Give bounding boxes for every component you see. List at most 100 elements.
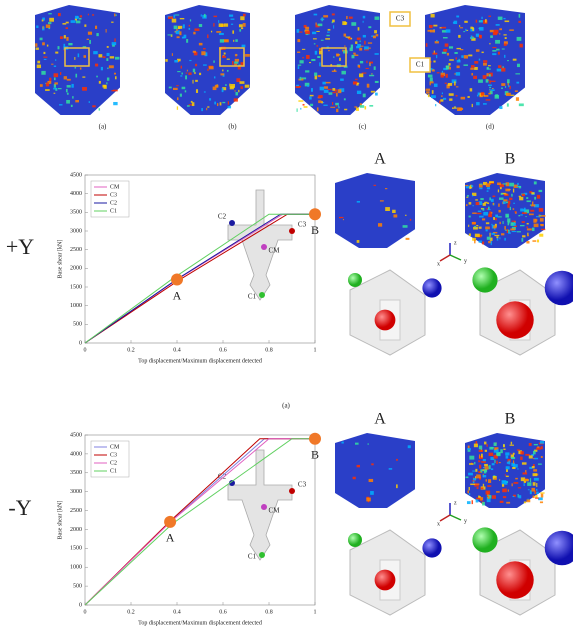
fem-speck [467,96,469,98]
fem-speck [522,221,525,223]
fem-speck [468,450,471,452]
fem-speck [187,105,190,107]
fem-speck [37,65,41,69]
x-axis-title: Top displacement/Maximum displacement de… [138,620,262,626]
fem-speck [317,56,320,58]
fem-speck [494,235,499,236]
plan-point [261,244,267,250]
fem-speck [222,70,223,72]
fem-speck [484,95,488,97]
fem-speck [327,32,330,33]
fem-speck [530,210,534,212]
fem-speck [498,216,502,217]
fem-speck [508,201,510,205]
fem-speck [516,97,519,101]
fem-speck [465,29,466,31]
fem-speck [339,217,343,218]
x-axis-title: Top displacement/Maximum displacement de… [138,358,262,364]
legend-label: C1 [110,208,117,214]
fem-speck [535,495,537,498]
x-tick-label: 0.6 [219,347,227,353]
fem-speck [332,102,333,105]
fem-speck [498,203,499,206]
x-tick-label: 0 [84,609,87,615]
fem-speck [178,27,180,29]
x-tick-label: 1 [314,347,317,353]
fem-speck [530,204,531,205]
fem-speck [323,102,324,103]
fem-speck [89,40,91,44]
fem-speck [540,501,543,503]
fem-speck [503,18,505,19]
fem-image [295,5,380,115]
fem-speck [501,193,503,195]
axis-label: z [454,240,457,246]
fem-speck [359,73,363,77]
fem-speck [437,72,440,73]
fem-speck [67,85,71,88]
fem-speck [68,43,72,45]
fem-speck [234,64,237,66]
fem-speck [476,49,480,51]
fem-speck [489,233,490,237]
fem-speck [214,76,215,78]
fem-speck [408,445,411,448]
fem-speck [344,34,347,37]
fem-speck [526,241,529,244]
fem-speck [517,449,520,450]
fem-speck [505,452,509,455]
fem-speck [486,491,491,495]
fem-speck [367,84,370,88]
fem-speck [470,68,474,70]
fem-speck [521,238,523,242]
fem-speck [505,189,509,192]
fem-speck [531,192,534,194]
fem-speck [220,73,224,75]
fem-speck [443,98,446,100]
fem-speck [503,34,506,35]
sphere [375,310,396,331]
fem-speck [168,34,173,35]
fem-speck [508,489,509,491]
y-tick-label: 4000 [70,191,82,197]
fem-speck [207,69,209,71]
axis-label: y [464,258,467,264]
fem-speck [483,75,487,79]
fem-speck [336,93,338,97]
fem-speck [389,468,393,470]
fem-speck [467,448,471,450]
fem-speck [518,487,521,488]
fem-speck [363,94,366,98]
fem-speck [79,18,82,19]
fem-speck [369,63,370,66]
fem-speck [532,240,536,242]
fem-speck [493,226,496,229]
x-tick-label: 0.6 [219,609,227,615]
fem-speck [430,78,433,82]
fem-speck [114,38,115,41]
fem-speck [332,20,335,23]
y-axis-title: Base shear [kN] [57,240,63,279]
fem-speck [48,22,51,24]
fem-speck [82,76,85,77]
fem-speck [520,44,523,48]
panel-title: B [505,411,516,428]
fem-speck [101,67,103,70]
fem-speck [307,85,309,86]
fem-speck [447,53,449,56]
fem-speck [196,89,198,93]
fem-speck [516,82,519,84]
fem-speck [496,49,499,51]
fem-speck [370,491,374,495]
fem-speck [504,55,505,58]
fem-speck [353,81,357,84]
fem-speck [470,484,475,485]
fem-speck [80,67,81,69]
fem-speck [173,15,175,18]
fem-speck [491,468,493,470]
fem-speck [474,462,475,464]
fem-speck [353,53,356,55]
fem-speck [214,102,216,105]
fem-speck [461,97,466,100]
fem-speck [58,13,61,16]
